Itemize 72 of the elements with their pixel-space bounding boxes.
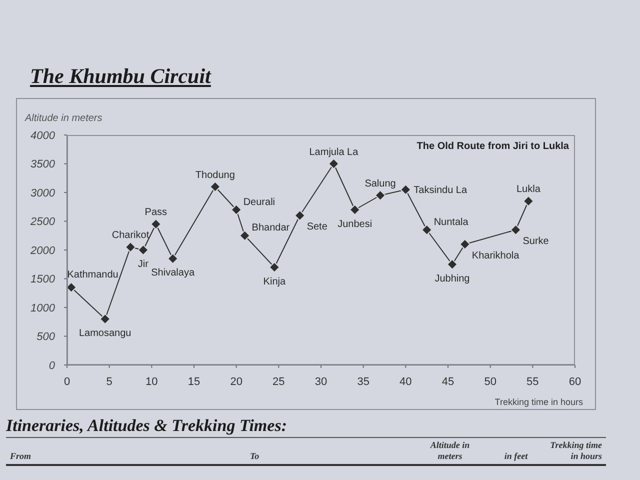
y-tick-label: 0: [48, 360, 56, 372]
annotation: Pass: [144, 207, 168, 218]
x-tick-label: 60: [568, 376, 582, 388]
point: [268, 262, 280, 273]
annotation: Jubhing: [434, 273, 470, 284]
annotation: Surke: [522, 236, 550, 247]
x-tick-label: 25: [272, 376, 285, 388]
x-tick-label: 5: [106, 376, 112, 388]
annotation: Thodung: [195, 170, 235, 181]
annotation: Lamjula La: [309, 146, 359, 158]
y-tick-label: 4000: [30, 130, 56, 142]
point: [210, 181, 221, 192]
annotation: Taksindu La: [414, 185, 468, 196]
y-tick-label: 500: [36, 331, 56, 344]
annotation: Lamosangu: [78, 328, 132, 339]
chart-title: The Khumbu Circuit: [30, 64, 211, 89]
x-tick-label: 30: [314, 376, 328, 388]
y-tick-label: 1500: [30, 274, 56, 286]
y-tick-label: 2000: [30, 244, 56, 257]
y-tick-label: 3000: [30, 187, 56, 200]
annotation: Kharikhola: [472, 250, 520, 262]
point: [294, 210, 306, 221]
text: From: [10, 451, 32, 462]
x-tick-label: 20: [230, 376, 242, 388]
point: [446, 258, 458, 270]
point: [138, 244, 149, 256]
annotation: Bhandar: [252, 222, 290, 234]
x-tick-label: 45: [442, 376, 454, 388]
point: [374, 190, 386, 201]
point: [150, 218, 162, 230]
x-tick-label: 10: [146, 376, 158, 388]
x-tick-label: 35: [357, 376, 370, 388]
point: [421, 224, 432, 236]
annotation: Nuntala: [434, 216, 469, 228]
annotation: Shivalaya: [151, 268, 195, 279]
point: [349, 204, 360, 216]
text: Itineraries, Altitudes & Trekking Times:: [6, 416, 606, 438]
point: [230, 204, 242, 216]
x-tick-label: 15: [188, 376, 200, 388]
x-tick-label: 50: [484, 376, 496, 388]
text: The Old Route from Jiri to Lukla: [416, 141, 569, 152]
point: [167, 253, 178, 264]
point: [400, 184, 412, 196]
annotation: Kinja: [263, 276, 286, 288]
y-tick-label: 2500: [30, 216, 56, 228]
text: Trekking time in hours: [549, 440, 602, 462]
annotation: Lukla: [516, 184, 541, 196]
point: [100, 314, 111, 324]
text: in feet: [504, 451, 528, 462]
annotation: Salung: [364, 178, 396, 190]
point: [328, 158, 340, 170]
point: [125, 242, 136, 253]
x-axis-title: Trekking time in hours: [494, 397, 583, 407]
point: [239, 230, 250, 242]
x-tick-label: 40: [400, 376, 412, 388]
y-tick-label: 3500: [30, 158, 56, 171]
annotation: Jir: [138, 259, 150, 270]
x-tick-label: 55: [526, 376, 539, 388]
text: Altitude in meters: [429, 440, 471, 462]
annotation: Kathmandu: [67, 269, 118, 280]
annotation: Junbesi: [338, 218, 372, 230]
annotation: Sete: [306, 222, 328, 232]
y-axis-title: Altitude in meters: [25, 113, 102, 124]
text: To: [250, 451, 260, 462]
point: [522, 196, 534, 207]
annotation: Charikot: [112, 230, 150, 242]
point: [510, 224, 522, 236]
point: [67, 282, 77, 293]
annotation: Deurali: [243, 196, 276, 208]
x-tick-label: 0: [64, 376, 70, 388]
y-tick-label: 1000: [30, 302, 56, 314]
point: [459, 238, 470, 250]
